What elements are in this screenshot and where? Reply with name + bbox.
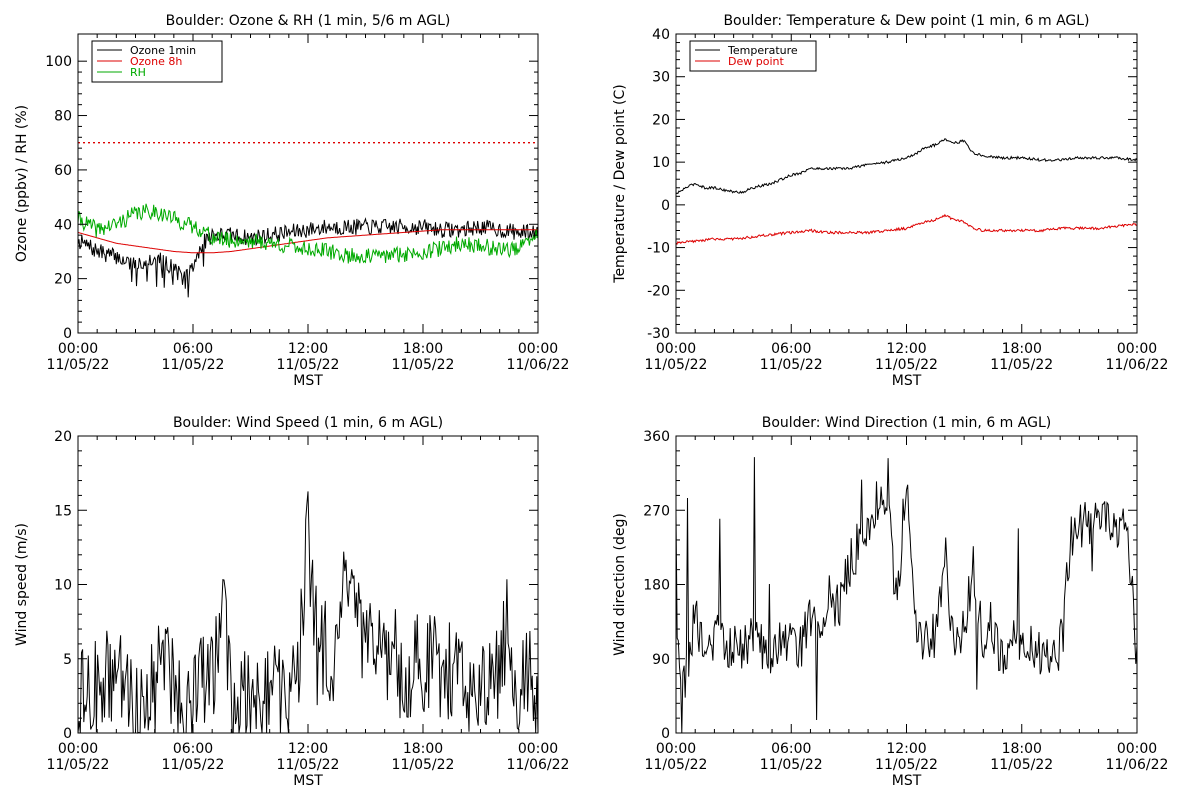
y-tick-label: 80	[54, 109, 72, 125]
plot-frame	[675, 33, 1138, 334]
x-tick-label-date: 11/05/22	[392, 757, 455, 773]
legend-entry: Dew point	[728, 55, 784, 68]
y-tick-label: 0	[63, 726, 72, 742]
x-tick-label-time: 12:00	[886, 741, 926, 757]
x-tick-label-time: 12:00	[288, 341, 328, 357]
chart-title: Boulder: Wind Speed (1 min, 6 m AGL)	[173, 415, 443, 431]
y-tick-label: 40	[652, 27, 670, 43]
series-line-rh	[77, 203, 539, 264]
x-axis-label: MST	[293, 773, 323, 789]
y-tick-label: 20	[54, 272, 72, 288]
y-tick-label: 10	[652, 155, 670, 171]
x-tick-label-date: 11/05/22	[875, 757, 938, 773]
x-tick-label-date: 11/06/22	[1106, 757, 1169, 773]
series-line	[675, 457, 1138, 733]
y-tick-label: 40	[54, 217, 72, 233]
y-tick-label: 270	[643, 503, 670, 519]
x-tick-label-time: 00:00	[656, 741, 696, 757]
y-axis-label: Temperature / Dew point (C)	[612, 84, 628, 283]
chart-panel-temp-dewpoint: Boulder: Temperature & Dew point (1 min,…	[612, 13, 1168, 389]
x-tick-label-time: 00:00	[58, 741, 98, 757]
chart-panel-wind-direction: Boulder: Wind Direction (1 min, 6 m AGL)…	[612, 415, 1168, 789]
x-tick-label-date: 11/05/22	[162, 757, 225, 773]
x-tick-label-time: 12:00	[886, 341, 926, 357]
x-tick-label-time: 00:00	[656, 341, 696, 357]
x-tick-label-date: 11/05/22	[990, 357, 1053, 373]
y-tick-label: -30	[647, 326, 670, 342]
series-line	[77, 491, 539, 734]
y-tick-label: 180	[643, 578, 670, 594]
y-tick-label: 90	[652, 652, 670, 668]
x-tick-label-date: 11/05/22	[277, 357, 340, 373]
y-tick-label: 20	[652, 112, 670, 128]
y-tick-label: 20	[54, 429, 72, 445]
y-tick-label: 10	[54, 578, 72, 594]
chart-title: Boulder: Wind Direction (1 min, 6 m AGL)	[762, 415, 1051, 431]
x-tick-label-time: 00:00	[518, 341, 558, 357]
x-axis-label: MST	[892, 373, 922, 389]
y-tick-label: 0	[63, 326, 72, 342]
x-tick-label-date: 11/05/22	[47, 357, 110, 373]
y-tick-label: 0	[661, 198, 670, 214]
x-tick-label-date: 11/05/22	[760, 757, 823, 773]
x-tick-label-date: 11/05/22	[990, 757, 1053, 773]
y-tick-label: 100	[45, 54, 72, 70]
legend-box	[689, 40, 817, 72]
x-tick-label-time: 00:00	[58, 341, 98, 357]
y-tick-label: 5	[63, 652, 72, 668]
x-tick-label-date: 11/05/22	[645, 757, 708, 773]
chart-panel-wind-speed: Boulder: Wind Speed (1 min, 6 m AGL) 0 5 10…	[14, 415, 569, 789]
y-tick-label: 0	[661, 726, 670, 742]
x-tick-label-time: 06:00	[173, 741, 213, 757]
y-axis-label: Wind direction (deg)	[612, 513, 628, 656]
x-tick-label-time: 12:00	[288, 741, 328, 757]
x-tick-label-time: 06:00	[173, 341, 213, 357]
x-tick-label-time: 18:00	[1002, 741, 1042, 757]
y-tick-label: -20	[647, 283, 670, 299]
x-tick-label-date: 11/06/22	[507, 757, 570, 773]
x-tick-label-time: 00:00	[1117, 341, 1157, 357]
series-line-temperature	[675, 138, 1138, 195]
x-tick-label-time: 18:00	[403, 741, 443, 757]
x-tick-label-time: 00:00	[518, 741, 558, 757]
x-tick-label-time: 18:00	[403, 341, 443, 357]
y-tick-label: 30	[652, 70, 670, 86]
series-line-ozone-1min	[77, 217, 539, 298]
x-tick-label-date: 11/05/22	[277, 757, 340, 773]
plot-frame	[675, 435, 1138, 734]
x-tick-label-time: 06:00	[771, 341, 811, 357]
x-tick-label-time: 18:00	[1002, 341, 1042, 357]
x-axis-label: MST	[892, 773, 922, 789]
x-tick-label-date: 11/05/22	[875, 357, 938, 373]
legend-entry: Ozone 1min	[130, 44, 196, 57]
legend-entry: Temperature	[727, 44, 798, 57]
y-tick-label: 60	[54, 163, 72, 179]
chart-panel-ozone-rh: Boulder: Ozone & RH (1 min, 5/6 m AGL) 0 2…	[14, 13, 569, 389]
x-tick-label-date: 11/06/22	[1106, 357, 1169, 373]
x-tick-label-time: 06:00	[771, 741, 811, 757]
x-tick-label-date: 11/05/22	[645, 357, 708, 373]
x-axis-label: MST	[293, 373, 323, 389]
y-axis-label: Wind speed (m/s)	[14, 523, 30, 646]
x-tick-label-date: 11/05/22	[392, 357, 455, 373]
series-line-ozone-8h	[77, 229, 538, 254]
x-tick-label-date: 11/05/22	[760, 357, 823, 373]
x-tick-label-date: 11/06/22	[507, 357, 570, 373]
series-line-dew-point	[675, 213, 1138, 246]
y-tick-label: 15	[54, 503, 72, 519]
chart-title: Boulder: Ozone & RH (1 min, 5/6 m AGL)	[166, 13, 451, 29]
x-tick-label-date: 11/05/22	[162, 357, 225, 373]
x-tick-label-date: 11/05/22	[47, 757, 110, 773]
legend-entry: RH	[130, 66, 146, 79]
y-tick-label: -10	[647, 241, 670, 257]
legend-entry: Ozone 8h	[130, 55, 182, 68]
y-tick-label: 360	[643, 429, 670, 445]
chart-title: Boulder: Temperature & Dew point (1 min,…	[723, 13, 1089, 29]
y-axis-label: Ozone (ppbv) / RH (%)	[14, 105, 30, 262]
x-tick-label-time: 00:00	[1117, 741, 1157, 757]
